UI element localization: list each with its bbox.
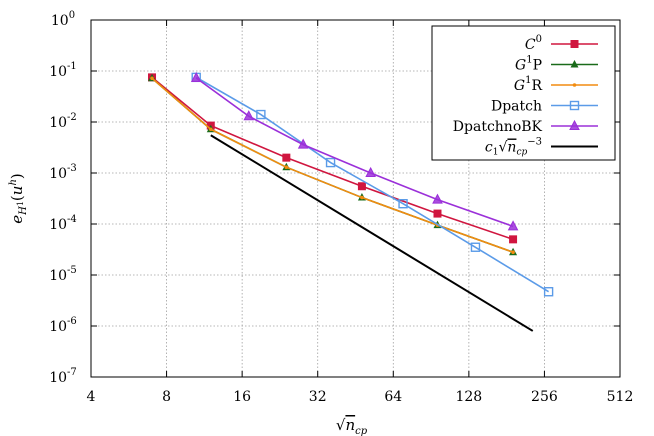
legend-label: G1P bbox=[515, 55, 542, 74]
y-tick-label: 10-4 bbox=[49, 214, 77, 233]
series-dpatchnobk bbox=[190, 71, 519, 231]
series-dpatch bbox=[191, 72, 554, 297]
x-axis-label: √ncp bbox=[336, 416, 368, 436]
legend-label: c1√ncp−3 bbox=[485, 137, 542, 158]
data-point-marker bbox=[256, 109, 266, 120]
data-point-marker bbox=[569, 100, 580, 111]
data-point-marker bbox=[432, 193, 443, 204]
y-tick-label: 10-2 bbox=[49, 112, 77, 131]
series-line bbox=[151, 76, 514, 241]
data-point-marker bbox=[150, 76, 154, 81]
y-axis-ticks: 10-7 10-6 10-5 10-4 10-3 10-2 10-1 100 bbox=[49, 10, 620, 386]
y-axis-label: eH1(uh) bbox=[8, 173, 29, 224]
data-point-marker bbox=[509, 235, 518, 244]
series-line bbox=[195, 76, 550, 293]
series-line bbox=[210, 134, 534, 332]
legend-item: C0 bbox=[525, 34, 598, 53]
data-point-marker bbox=[433, 209, 442, 218]
x-axis-ticks: 4 8 16 32 64 128 256 512 bbox=[87, 20, 634, 405]
data-point-marker bbox=[208, 127, 213, 132]
legend-box bbox=[431, 25, 616, 161]
data-point-marker bbox=[243, 110, 255, 121]
x-tick-label: 16 bbox=[233, 389, 251, 405]
data-point-marker bbox=[284, 165, 289, 169]
y-tick-label: 10-6 bbox=[49, 316, 77, 335]
y-tick-label: 10-5 bbox=[49, 265, 77, 284]
series-layer bbox=[148, 71, 554, 332]
data-point-marker bbox=[511, 250, 515, 254]
legend-item: G1R bbox=[514, 75, 598, 94]
data-point-marker bbox=[282, 153, 291, 162]
x-axis-label-text: √ncp bbox=[336, 416, 368, 436]
legend-item: c1√ncp−3 bbox=[485, 137, 598, 158]
data-point-marker bbox=[569, 119, 580, 130]
legend-item: G1P bbox=[515, 55, 598, 74]
plot-frame bbox=[90, 19, 621, 378]
data-point-marker bbox=[297, 138, 309, 149]
x-tick-label: 512 bbox=[607, 389, 634, 405]
x-tick-label: 32 bbox=[309, 389, 327, 405]
series-line bbox=[151, 77, 514, 253]
data-point-marker bbox=[325, 157, 336, 168]
x-tick-label: 256 bbox=[531, 389, 558, 405]
y-axis-label-text: eH1(uh) bbox=[8, 173, 29, 224]
x-tick-label: 8 bbox=[162, 389, 171, 405]
y-tick-label: 10-7 bbox=[49, 367, 77, 386]
y-tick-label: 100 bbox=[51, 10, 75, 29]
data-point-marker bbox=[570, 60, 579, 68]
legend-label: G1R bbox=[514, 75, 543, 94]
legend-label: C0 bbox=[525, 34, 542, 53]
legend-label: DpatchnoBK bbox=[453, 119, 543, 135]
legend-item: DpatchnoBK bbox=[453, 119, 598, 135]
data-point-marker bbox=[543, 287, 554, 297]
data-point-marker bbox=[365, 166, 376, 177]
data-point-marker bbox=[470, 242, 481, 252]
data-point-marker bbox=[398, 199, 408, 209]
legend-label: Dpatch bbox=[491, 99, 542, 115]
series-line bbox=[195, 77, 514, 228]
data-point-marker bbox=[572, 83, 577, 87]
series-c1-sqrt-n-cp-3 bbox=[210, 134, 534, 332]
data-point-marker bbox=[507, 220, 519, 231]
data-point-marker bbox=[357, 182, 366, 191]
data-point-marker bbox=[360, 195, 364, 200]
data-point-marker bbox=[190, 71, 202, 82]
data-point-marker bbox=[570, 40, 579, 48]
series-g1r bbox=[150, 76, 515, 254]
y-tick-label: 10-1 bbox=[49, 61, 77, 80]
y-tick-label: 10-3 bbox=[49, 163, 77, 182]
x-tick-label: 128 bbox=[455, 389, 482, 405]
x-tick-label: 64 bbox=[384, 389, 402, 405]
legend-item: Dpatch bbox=[491, 99, 598, 115]
x-tick-label: 4 bbox=[87, 389, 96, 405]
